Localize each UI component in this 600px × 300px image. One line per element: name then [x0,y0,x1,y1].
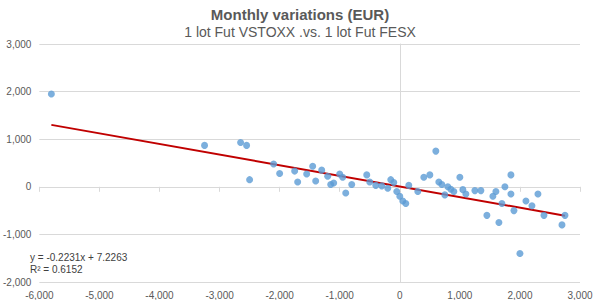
svg-text:1,000: 1,000 [6,134,31,145]
svg-text:3,000: 3,000 [6,39,31,50]
svg-text:1,000: 1,000 [447,290,472,300]
svg-text:3,000: 3,000 [567,290,592,300]
svg-text:y = -0.2231x + 7.2263: y = -0.2231x + 7.2263 [30,252,128,263]
svg-text:R² = 0.6152: R² = 0.6152 [30,264,83,275]
svg-text:-2,000: -2,000 [3,277,32,288]
svg-text:Monthly variations (EUR): Monthly variations (EUR) [211,6,389,23]
svg-text:2,000: 2,000 [6,86,31,97]
svg-text:-3,000: -3,000 [205,290,234,300]
svg-text:-1,000: -1,000 [3,229,32,240]
svg-text:-1,000: -1,000 [326,290,355,300]
svg-text:0: 0 [26,181,32,192]
svg-text:0: 0 [397,290,403,300]
svg-text:1 lot Fut VSTOXX .vs. 1 lot Fu: 1 lot Fut VSTOXX .vs. 1 lot Fut FESX [184,24,416,40]
svg-text:-2,000: -2,000 [265,290,294,300]
svg-text:2,000: 2,000 [507,290,532,300]
svg-text:-4,000: -4,000 [145,290,174,300]
svg-text:-5,000: -5,000 [85,290,114,300]
svg-text:-6,000: -6,000 [25,290,54,300]
